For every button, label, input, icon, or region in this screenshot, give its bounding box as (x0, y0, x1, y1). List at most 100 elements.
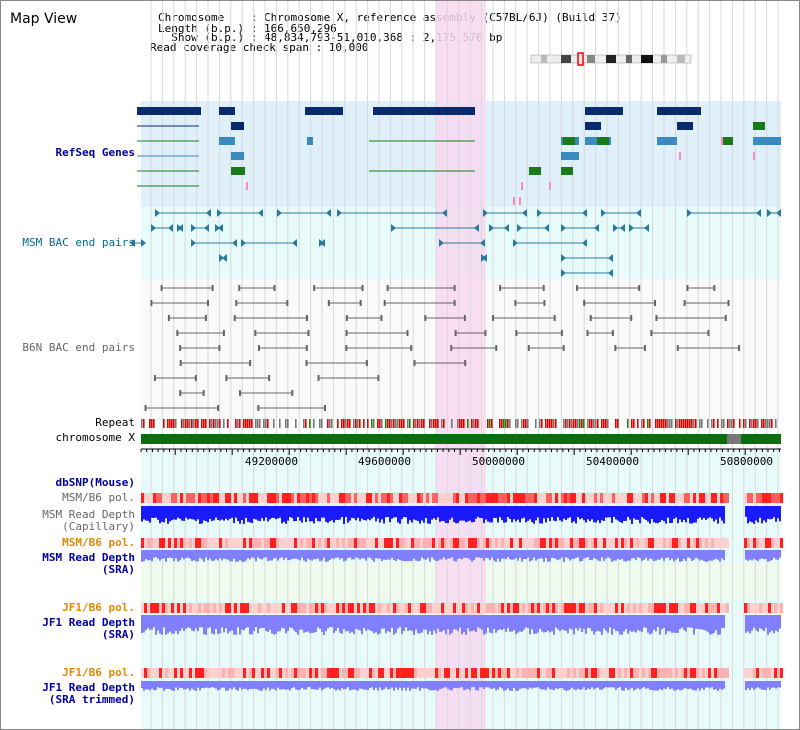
bac-end (453, 285, 456, 291)
axis-tick-label: 49200000 (245, 455, 298, 468)
bac-end (217, 209, 222, 217)
bac-end (307, 330, 310, 336)
bac-end (484, 330, 487, 336)
gene-exon (305, 107, 343, 115)
gene-mark (753, 152, 755, 160)
track-label-msm-bac[interactable]: MSM BAC end pairs (22, 236, 135, 249)
bac-end (410, 345, 413, 351)
gene-mark (513, 197, 515, 205)
bac-end (629, 224, 634, 232)
bac-end (707, 330, 710, 336)
track-label-jf1-pol-trim[interactable]: JF1/B6 pol. (62, 666, 135, 679)
bac-end (594, 224, 599, 232)
bac-end (514, 300, 517, 306)
bac-end (544, 224, 549, 232)
track-label-jf1-depth-sra[interactable]: JF1 Read Depth (42, 616, 135, 629)
bac-end (345, 330, 348, 336)
bac-end (365, 360, 368, 366)
gene-mark (549, 182, 551, 190)
track-label-b6n-bac[interactable]: B6N BAC end pairs (22, 341, 135, 354)
bac-end (480, 239, 485, 247)
bac-end (217, 405, 220, 411)
bac-end (406, 330, 409, 336)
gene-exon (231, 152, 244, 160)
bac-end (442, 209, 447, 217)
bac-end (756, 209, 761, 217)
gene-exon (657, 137, 677, 145)
track-label-refseq[interactable]: RefSeq Genes (55, 146, 135, 159)
bac-end (218, 345, 221, 351)
bac-end (345, 315, 348, 321)
b6n-bac-track (144, 285, 741, 411)
gene-mark (521, 182, 523, 190)
bac-end (495, 345, 498, 351)
bac-end (489, 224, 494, 232)
bac-end (313, 285, 316, 291)
bac-end (676, 345, 679, 351)
gene-exon (721, 137, 733, 145)
bac-end (644, 224, 649, 232)
track-label-msm-pol-sra[interactable]: MSM/B6 pol. (62, 536, 135, 549)
bac-end (345, 345, 348, 351)
bac-end (222, 254, 227, 262)
track-label-dbsnp[interactable]: dbSNP(Mouse) (55, 476, 135, 489)
bac-end (561, 224, 566, 232)
gene-exon (231, 167, 245, 175)
bac-end (305, 360, 308, 366)
gene-exon (657, 107, 701, 115)
bac-end (179, 390, 182, 396)
bac-end (361, 285, 364, 291)
bac-end (686, 285, 689, 291)
track-label-msm-depth-cap[interactable]: MSM Read Depth (42, 508, 135, 521)
bac-end (562, 345, 565, 351)
repeat-track (141, 419, 777, 428)
gene-exon (231, 122, 244, 130)
track-label-chromosome: chromosome X (55, 431, 135, 444)
bac-end (582, 209, 587, 217)
bac-end (611, 330, 614, 336)
bac-end (738, 345, 741, 351)
gene-exon (563, 137, 575, 145)
track-label-jf1-depth-trim[interactable]: JF1 Read Depth (42, 681, 135, 694)
bac-end (286, 300, 289, 306)
bac-end (453, 300, 456, 306)
bac-end (273, 285, 276, 291)
bac-end (207, 300, 210, 306)
bac-end (630, 315, 633, 321)
axis-tick-label: 49600000 (358, 455, 411, 468)
bac-end (589, 315, 592, 321)
track-label-msm-pol-cap[interactable]: MSM/B6 pol. (62, 491, 135, 504)
bac-end (687, 209, 692, 217)
bac-end (204, 224, 209, 232)
bac-end (179, 345, 182, 351)
bac-end (204, 315, 207, 321)
bac-end (167, 315, 170, 321)
bac-end (258, 209, 263, 217)
bac-end (232, 239, 237, 247)
bac-end (144, 405, 147, 411)
bac-end (636, 209, 641, 217)
bac-end (254, 330, 257, 336)
gene-exon (677, 122, 693, 130)
bac-end (454, 330, 457, 336)
bac-end (320, 239, 325, 247)
bac-end (613, 224, 618, 232)
chromosome-bar (141, 434, 781, 444)
bac-end (160, 285, 163, 291)
chromosome-gap (727, 434, 741, 444)
bac-end (191, 224, 196, 232)
refseq-genes-track (137, 107, 781, 205)
bac-end (463, 315, 466, 321)
bac-end (222, 330, 225, 336)
bac-end (249, 360, 252, 366)
bac-end (727, 300, 730, 306)
track-label-jf1-pol-sra[interactable]: JF1/B6 pol. (62, 601, 135, 614)
bac-end (474, 224, 479, 232)
bac-end (179, 360, 182, 366)
track-label-msm-depth-sra[interactable]: MSM Read Depth (42, 551, 135, 564)
bac-end (202, 390, 205, 396)
bac-end (238, 390, 241, 396)
bac-end (211, 285, 214, 291)
bac-end (218, 224, 223, 232)
